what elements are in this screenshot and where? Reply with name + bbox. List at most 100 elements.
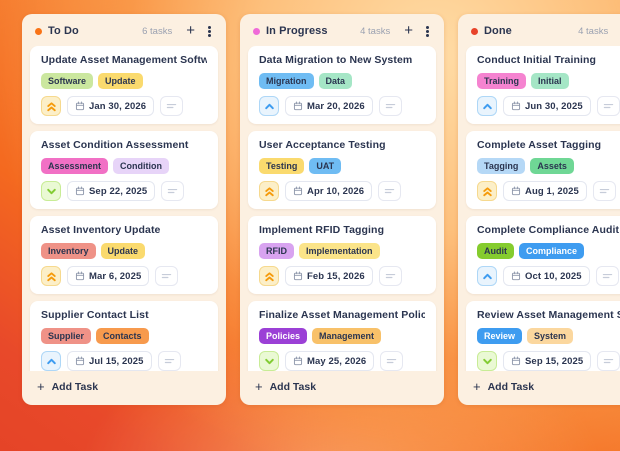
description-lines-icon: [597, 351, 620, 371]
column-menu-button[interactable]: [205, 24, 214, 38]
chevron-up-icon: [46, 358, 56, 364]
priority-double-chevron-up-badge: [259, 181, 279, 201]
task-card[interactable]: Finalize Asset Management Policies Polic…: [248, 301, 436, 371]
task-tag-list: Testing UAT: [259, 158, 425, 174]
description-lines-icon: [378, 96, 402, 116]
calendar-icon: [293, 271, 303, 281]
due-date: Mar 20, 2026: [307, 100, 365, 112]
column-status-dot-icon: [35, 27, 42, 35]
double-chevron-up-icon: [264, 186, 274, 196]
calendar-icon: [511, 356, 521, 366]
due-date-chip: Apr 10, 2026: [285, 181, 373, 201]
priority-double-chevron-up-badge: [41, 266, 61, 286]
task-tag-list: Review System: [477, 328, 620, 344]
task-meta-row: Sep 22, 2025: [41, 181, 207, 201]
task-title: Update Asset Management Software: [41, 54, 207, 66]
task-card[interactable]: Update Asset Management Software Softwar…: [30, 46, 218, 124]
add-task-label: Add Task: [51, 381, 99, 393]
column-menu-button[interactable]: [423, 24, 432, 38]
task-tag-list: Migration Data: [259, 73, 425, 89]
priority-chevron-up-badge: [259, 96, 279, 116]
task-tag-list: Assessment Condition: [41, 158, 207, 174]
due-date: Feb 15, 2026: [307, 270, 365, 282]
due-date-chip: Mar 20, 2026: [285, 96, 373, 116]
plus-icon: +: [255, 379, 263, 394]
board-column-in-progress: In Progress 4 tasks + Data Migration to …: [240, 14, 444, 405]
task-tag-list: Policies Management: [259, 328, 425, 344]
task-card[interactable]: Conduct Initial Training Training Initial: [466, 46, 620, 124]
task-card[interactable]: Review Asset Management System ReviewSys…: [466, 301, 620, 371]
double-chevron-up-icon: [264, 271, 274, 281]
due-date-chip: Jun 30, 2025: [503, 96, 591, 116]
due-date: Jun 30, 2025: [525, 100, 583, 112]
task-card[interactable]: Implement RFID Tagging RFID Implementatio…: [248, 216, 436, 294]
task-tag-list: Inventory Update: [41, 243, 207, 259]
task-tag: RFID: [259, 243, 294, 259]
task-meta-row: Sep 15, 2025: [477, 351, 620, 371]
task-tag: Tagging: [477, 158, 526, 174]
kebab-menu-icon: [208, 29, 211, 33]
task-title: Data Migration to New System: [259, 54, 413, 66]
description-lines-icon: [595, 266, 619, 286]
task-tag: Testing: [259, 158, 305, 174]
calendar-icon: [75, 356, 85, 366]
column-card-list: Update Asset Management Software Softwar…: [22, 46, 226, 371]
column-header: In Progress 4 tasks +: [240, 14, 444, 46]
task-card[interactable]: Data Migration to New System Migration Da…: [248, 46, 436, 124]
description-lines-icon: [378, 181, 402, 201]
board-column-to-do: To Do 6 tasks + Update Asset Management …: [22, 14, 226, 405]
calendar-icon: [75, 101, 85, 111]
task-card[interactable]: Complete Asset Tagging Tagging Assets: [466, 131, 620, 209]
column-card-list: Conduct Initial Training Training Initial: [458, 46, 620, 371]
column-title: To Do: [48, 25, 79, 37]
task-tag-list: Tagging Assets: [477, 158, 620, 174]
description-lines-icon: [592, 181, 616, 201]
task-tag-list: RFID Implementation: [259, 243, 425, 259]
chevron-up-icon: [482, 273, 492, 279]
task-card[interactable]: Complete Compliance Audit Audit Complianc…: [466, 216, 620, 294]
due-date: Mar 6, 2025: [89, 270, 142, 282]
chevron-up-icon: [482, 103, 492, 109]
task-card[interactable]: Asset Condition Assessment Assessment Con…: [30, 131, 218, 209]
due-date-chip: Jul 15, 2025: [67, 351, 152, 371]
task-title: Review Asset Management System: [477, 309, 620, 321]
task-meta-row: Oct 10, 2025: [477, 266, 620, 286]
priority-chevron-up-badge: [477, 96, 497, 116]
add-task-label: Add Task: [269, 381, 317, 393]
task-card[interactable]: Asset Inventory Update Inventory Update: [30, 216, 218, 294]
task-tag: Software: [41, 73, 94, 89]
due-date: May 25, 2026: [307, 355, 367, 367]
task-tag-list: Software Update: [41, 73, 207, 89]
column-title: Done: [484, 25, 512, 37]
task-title: Complete Compliance Audit: [477, 224, 620, 236]
task-tag: Initial: [531, 73, 569, 89]
column-task-count: 4 tasks: [360, 25, 391, 37]
description-lines-icon: [161, 181, 185, 201]
plus-icon: +: [473, 379, 481, 394]
task-tag: System: [527, 328, 574, 344]
column-header: Done 4 tasks +: [458, 14, 620, 46]
calendar-icon: [293, 101, 303, 111]
kanban-board: To Do 6 tasks + Update Asset Management …: [22, 14, 620, 405]
task-tag: Inventory: [41, 243, 96, 259]
description-lines-icon: [378, 266, 402, 286]
priority-double-chevron-up-badge: [477, 181, 497, 201]
task-tag: Audit: [477, 243, 514, 259]
add-task-button[interactable]: + Add Task: [458, 371, 620, 405]
add-task-button[interactable]: + Add Task: [240, 371, 444, 405]
task-card[interactable]: Supplier Contact List Supplier Contacts: [30, 301, 218, 371]
task-tag: Compliance: [519, 243, 585, 259]
priority-chevron-down-badge: [259, 351, 279, 371]
add-task-button[interactable]: + Add Task: [22, 371, 226, 405]
description-lines-icon: [380, 351, 404, 371]
column-add-task-icon[interactable]: +: [404, 22, 413, 39]
add-task-label: Add Task: [487, 381, 535, 393]
column-add-task-icon[interactable]: +: [186, 22, 195, 39]
task-tag: Training: [477, 73, 527, 89]
priority-chevron-up-badge: [477, 266, 497, 286]
priority-double-chevron-up-badge: [41, 96, 61, 116]
priority-chevron-down-badge: [41, 181, 61, 201]
column-status-dot-icon: [253, 27, 260, 35]
task-card[interactable]: User Acceptance Testing Testing UAT: [248, 131, 436, 209]
plus-icon: +: [37, 379, 45, 394]
